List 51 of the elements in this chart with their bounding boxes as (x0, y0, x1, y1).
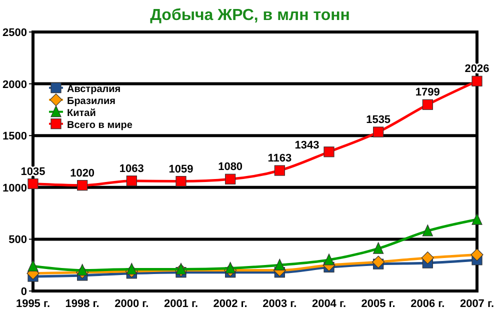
y-tick-label: 1000 (2, 182, 27, 194)
point (274, 165, 285, 176)
point (422, 99, 433, 110)
legend-label: Всего в мире (67, 120, 133, 131)
chart-title: Добыча ЖРС, в млн тонн (150, 7, 350, 24)
point (324, 146, 334, 158)
point (324, 254, 334, 266)
point (225, 174, 236, 184)
legend-label: Китай (67, 108, 96, 119)
data-label: 1059 (168, 163, 194, 176)
y-tick-label: 500 (8, 234, 27, 246)
x-tick-label: 2006 г. (410, 298, 445, 310)
y-tick-label: 1500 (2, 130, 27, 143)
point (77, 264, 88, 276)
x-tick-label: 2004 г. (312, 298, 346, 310)
point (421, 252, 434, 264)
point (472, 76, 482, 86)
data-label: 1799 (415, 86, 440, 99)
point (372, 256, 385, 268)
x-tick-label: 2000 г. (114, 298, 149, 310)
point (470, 248, 484, 262)
legend-label: Бразилия (67, 96, 116, 107)
data-label: 1163 (268, 152, 292, 165)
x-tick-label: 2007 г. (460, 298, 494, 310)
x-tick-label: 2003 г. (262, 298, 297, 310)
x-tick-label: 2002 г. (213, 298, 248, 310)
x-tick-label: 1995 г. (16, 298, 50, 310)
data-label: 1343 (294, 140, 320, 152)
y-tick-label: 2000 (2, 78, 27, 91)
point (126, 176, 137, 186)
point (176, 176, 186, 187)
legend-label: Австралия (67, 84, 121, 95)
x-tick-label: 1998 г. (65, 298, 100, 310)
x-tick-label: 2005 г. (361, 298, 396, 310)
point (472, 213, 482, 225)
point (28, 178, 38, 190)
point (28, 260, 38, 272)
data-label: 1020 (70, 167, 95, 180)
y-tick-label: 2500 (2, 27, 27, 39)
point (274, 258, 285, 270)
data-label: 1535 (366, 114, 391, 126)
point (373, 126, 384, 138)
point (126, 262, 137, 275)
y-tick-label: 0 (20, 286, 27, 298)
x-tick-label: 2001 г. (164, 298, 198, 310)
point (225, 262, 236, 274)
data-label: 1063 (119, 162, 144, 175)
data-label: 1080 (218, 161, 243, 174)
point (373, 242, 384, 254)
point (422, 224, 433, 236)
point (77, 180, 88, 191)
